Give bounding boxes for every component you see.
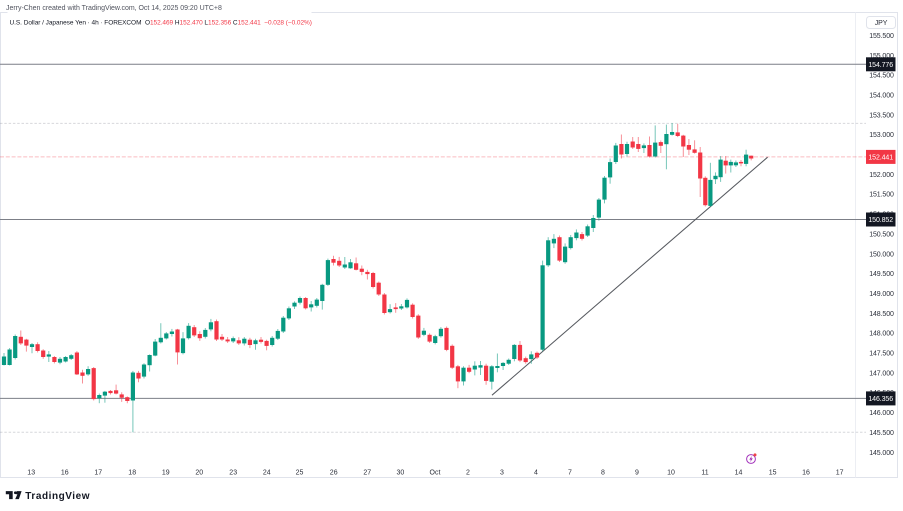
svg-text:7: 7	[568, 470, 572, 477]
svg-text:148.500: 148.500	[869, 311, 894, 318]
svg-text:151.500: 151.500	[869, 192, 894, 199]
svg-text:146.000: 146.000	[869, 410, 894, 417]
svg-text:149.500: 149.500	[869, 271, 894, 278]
svg-text:25: 25	[296, 470, 304, 477]
svg-text:148.000: 148.000	[869, 331, 894, 338]
svg-text:17: 17	[94, 470, 102, 477]
svg-text:152.000: 152.000	[869, 172, 894, 179]
svg-text:9: 9	[635, 470, 639, 477]
svg-text:154.500: 154.500	[869, 73, 894, 80]
svg-text:15: 15	[769, 470, 777, 477]
svg-text:154.000: 154.000	[869, 93, 894, 100]
svg-text:JPY: JPY	[875, 20, 888, 27]
svg-text:17: 17	[836, 470, 844, 477]
svg-text:145.000: 145.000	[869, 450, 894, 457]
svg-text:150.852: 150.852	[868, 217, 893, 224]
svg-text:3: 3	[500, 470, 504, 477]
svg-text:24: 24	[263, 470, 271, 477]
svg-text:27: 27	[363, 470, 371, 477]
svg-text:155.000: 155.000	[869, 53, 894, 60]
svg-text:2: 2	[466, 470, 470, 477]
svg-text:16: 16	[802, 470, 810, 477]
svg-text:153.000: 153.000	[869, 132, 894, 139]
svg-text:19: 19	[162, 470, 170, 477]
svg-text:14: 14	[735, 470, 743, 477]
svg-text:16: 16	[61, 470, 69, 477]
svg-text:147.500: 147.500	[869, 351, 894, 358]
svg-text:150.500: 150.500	[869, 231, 894, 238]
svg-text:149.000: 149.000	[869, 291, 894, 298]
svg-text:153.500: 153.500	[869, 112, 894, 119]
svg-text:30: 30	[397, 470, 405, 477]
svg-text:10: 10	[667, 470, 675, 477]
svg-text:18: 18	[128, 470, 136, 477]
svg-text:154.776: 154.776	[868, 62, 893, 69]
svg-text:20: 20	[195, 470, 203, 477]
svg-text:155.500: 155.500	[869, 33, 894, 40]
svg-text:147.000: 147.000	[869, 370, 894, 377]
svg-text:26: 26	[330, 470, 338, 477]
svg-text:13: 13	[27, 470, 35, 477]
svg-text:145.500: 145.500	[869, 430, 894, 437]
svg-text:11: 11	[701, 470, 708, 477]
svg-text:146.356: 146.356	[868, 396, 893, 403]
svg-text:150.000: 150.000	[869, 251, 894, 258]
svg-text:Jerry-Chen created with Tradin: Jerry-Chen created with TradingView.com,…	[6, 5, 222, 12]
svg-text:152.441: 152.441	[868, 155, 893, 162]
svg-text:4: 4	[534, 470, 538, 477]
svg-text:TradingView: TradingView	[25, 491, 90, 502]
svg-text:8: 8	[601, 470, 605, 477]
svg-text:Oct: Oct	[430, 470, 441, 477]
svg-text:23: 23	[229, 470, 237, 477]
svg-text:U.S. Dollar / Japanese Yen · 4: U.S. Dollar / Japanese Yen · 4h · FOREXC…	[10, 19, 312, 26]
